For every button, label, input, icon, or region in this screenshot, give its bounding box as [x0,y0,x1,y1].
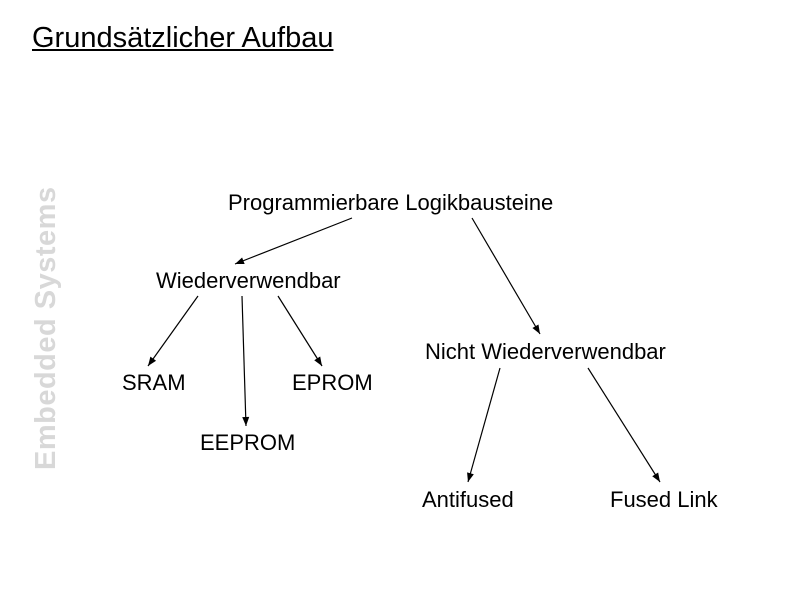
side-label-embedded-systems: Embedded Systems [30,186,63,470]
node-eprom: EPROM [292,370,373,396]
node-root: Programmierbare Logikbausteine [228,190,553,216]
node-fused-link: Fused Link [610,487,718,513]
node-reusable: Wiederverwendbar [156,268,341,294]
node-not-reusable: Nicht Wiederverwendbar [425,339,666,365]
node-sram: SRAM [122,370,186,396]
page-title: Grundsätzlicher Aufbau [32,22,333,55]
node-antifused: Antifused [422,487,514,513]
node-eeprom: EEPROM [200,430,295,456]
